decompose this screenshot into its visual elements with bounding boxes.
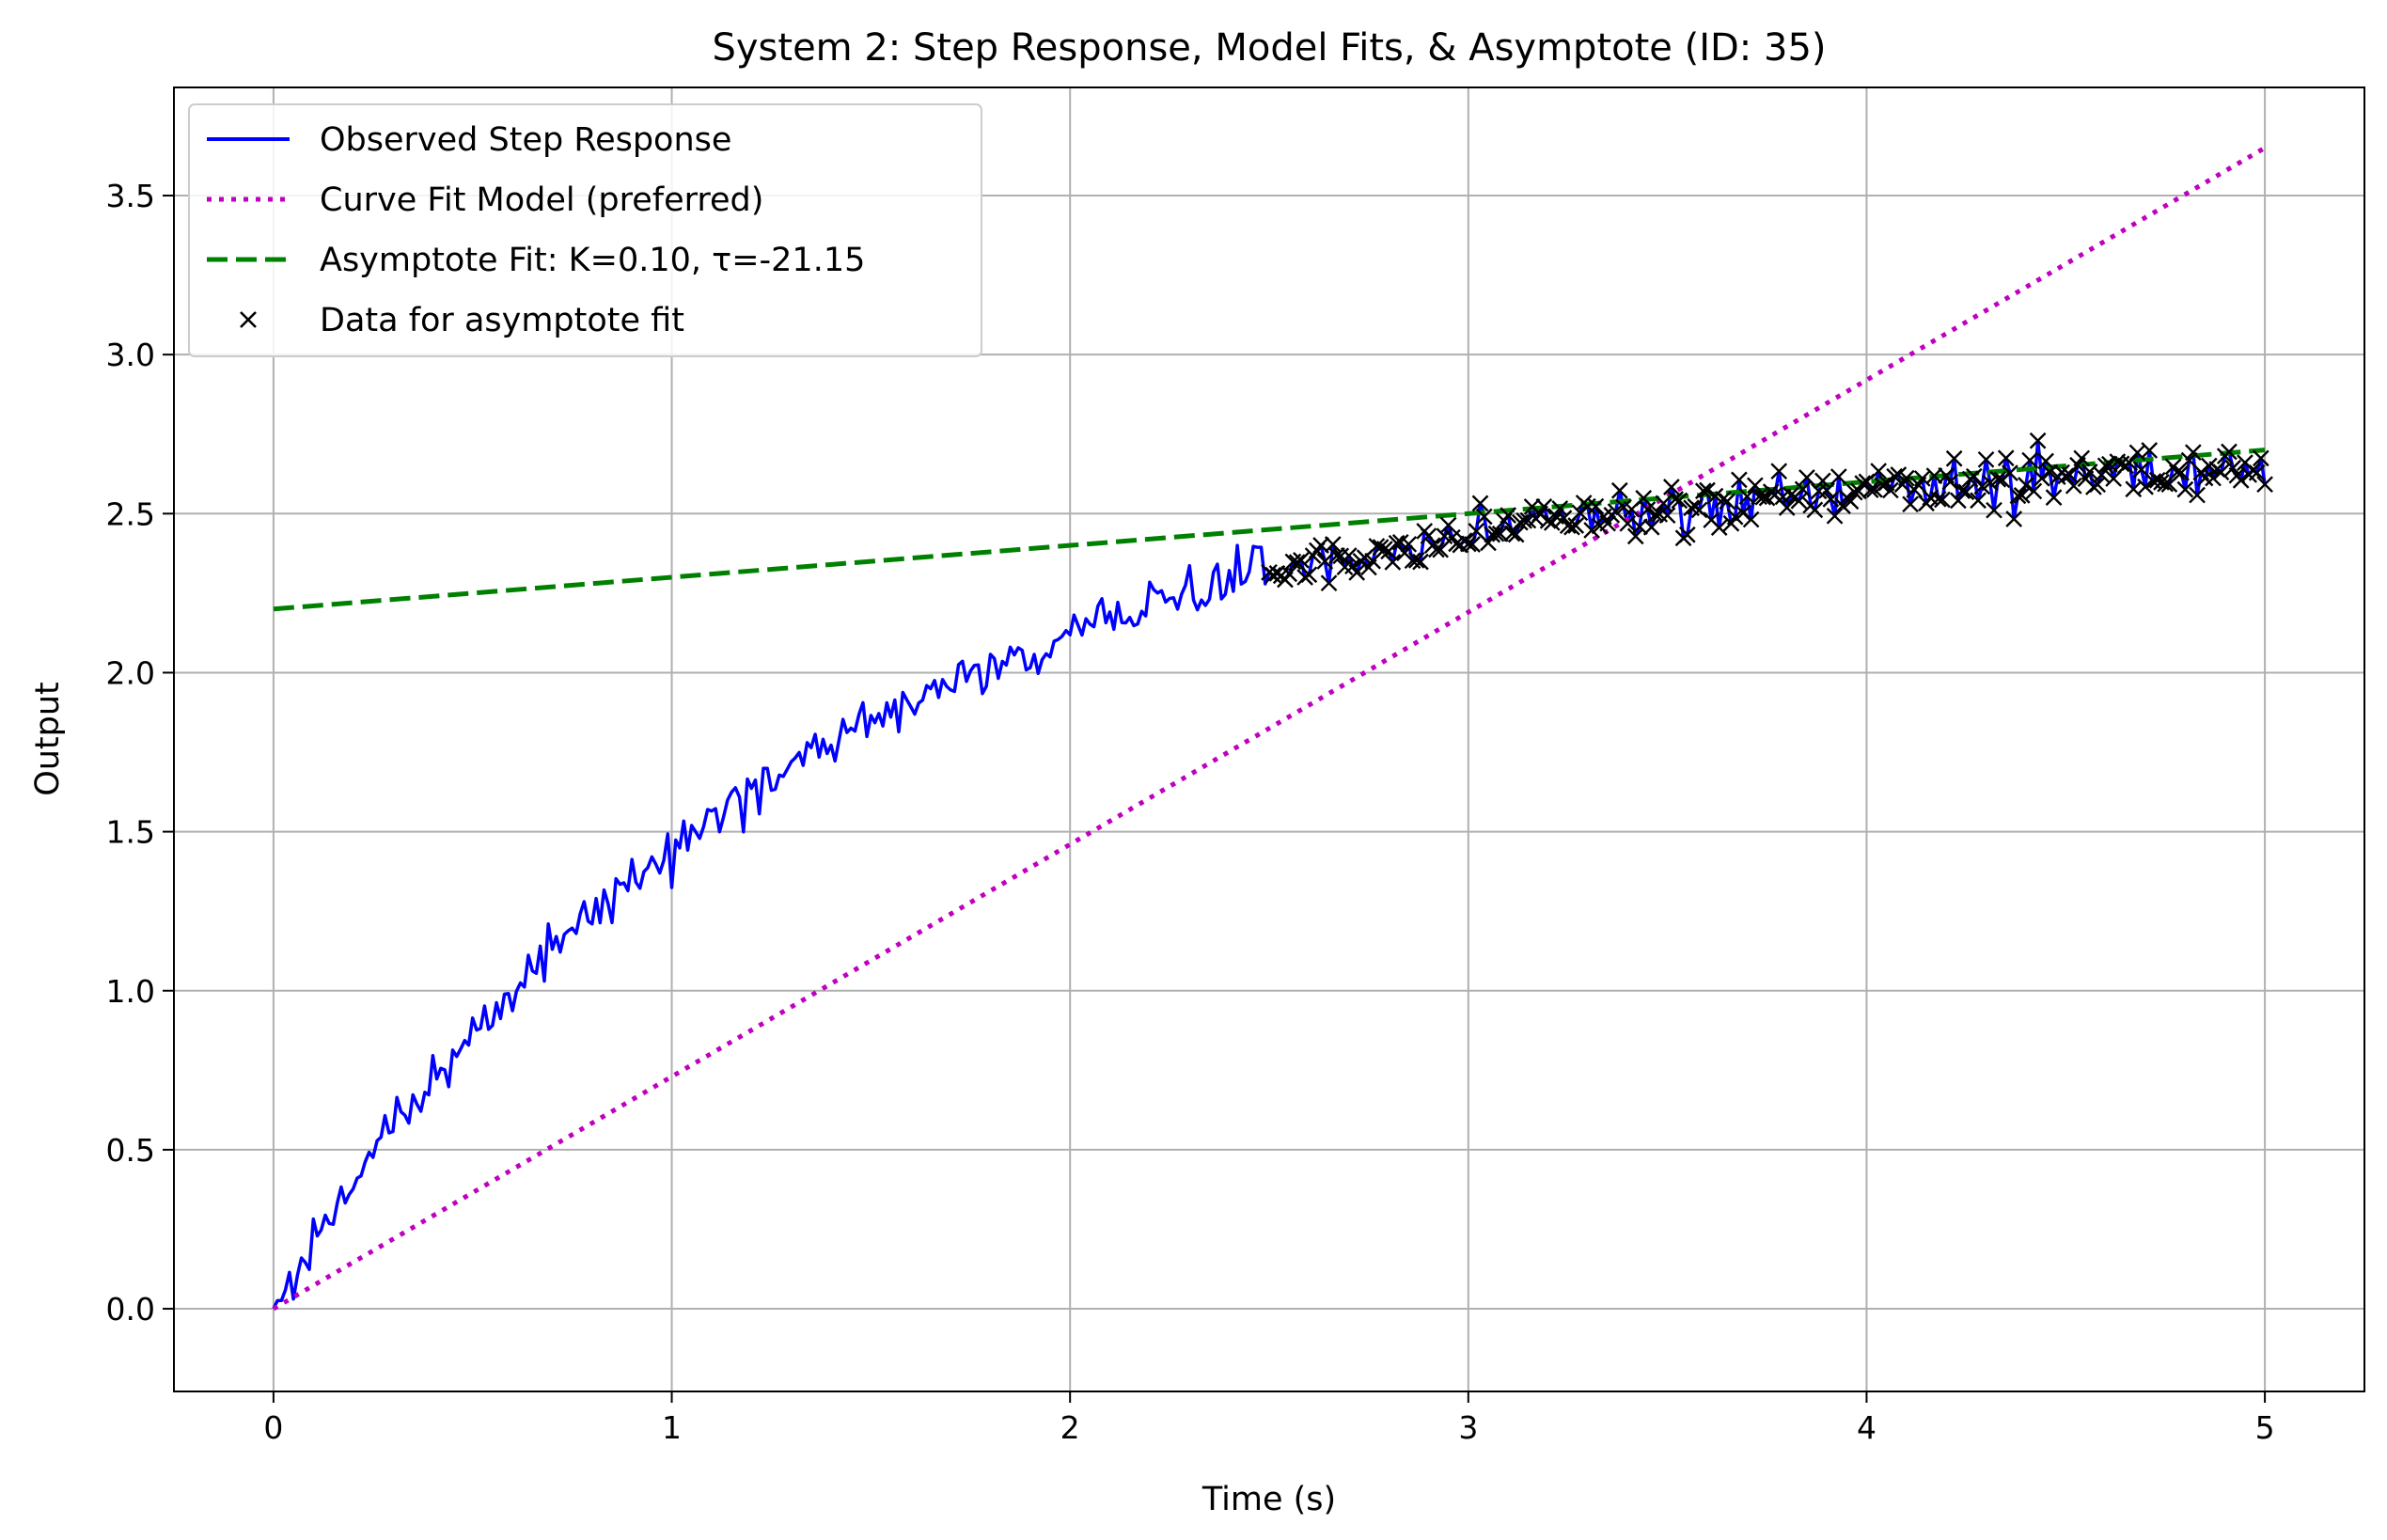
y-tick-label: 1.5 <box>106 814 155 851</box>
x-axis-label: Time (s) <box>1201 1481 1336 1518</box>
y-tick-label: 3.0 <box>106 337 155 373</box>
y-tick-label: 3.5 <box>106 178 155 214</box>
y-axis-label: Output <box>29 682 67 796</box>
legend: Observed Step Response Curve Fit Model (… <box>189 104 981 356</box>
x-tick-label: 3 <box>1458 1409 1478 1446</box>
legend-label-curve-fit: Curve Fit Model (preferred) <box>320 181 763 219</box>
y-tick-label: 1.0 <box>106 973 155 1010</box>
x-tick-label: 1 <box>662 1409 682 1446</box>
y-tick-label: 2.5 <box>106 495 155 532</box>
legend-label-data-marker: Data for asymptote fit <box>320 302 684 339</box>
y-tick-label: 0.0 <box>106 1291 155 1328</box>
x-tick-label: 5 <box>2255 1409 2275 1446</box>
legend-label-asymptote: Asymptote Fit: K=0.10, τ=-21.15 <box>320 242 865 279</box>
x-tick-label: 2 <box>1060 1409 1080 1446</box>
x-tick-label: 4 <box>1857 1409 1877 1446</box>
x-tick-label: 0 <box>263 1409 283 1446</box>
y-tick-label: 2.0 <box>106 654 155 691</box>
y-tick-label: 0.5 <box>106 1132 155 1169</box>
chart-title: System 2: Step Response, Model Fits, & A… <box>712 26 1826 70</box>
legend-label-observed: Observed Step Response <box>320 121 731 159</box>
